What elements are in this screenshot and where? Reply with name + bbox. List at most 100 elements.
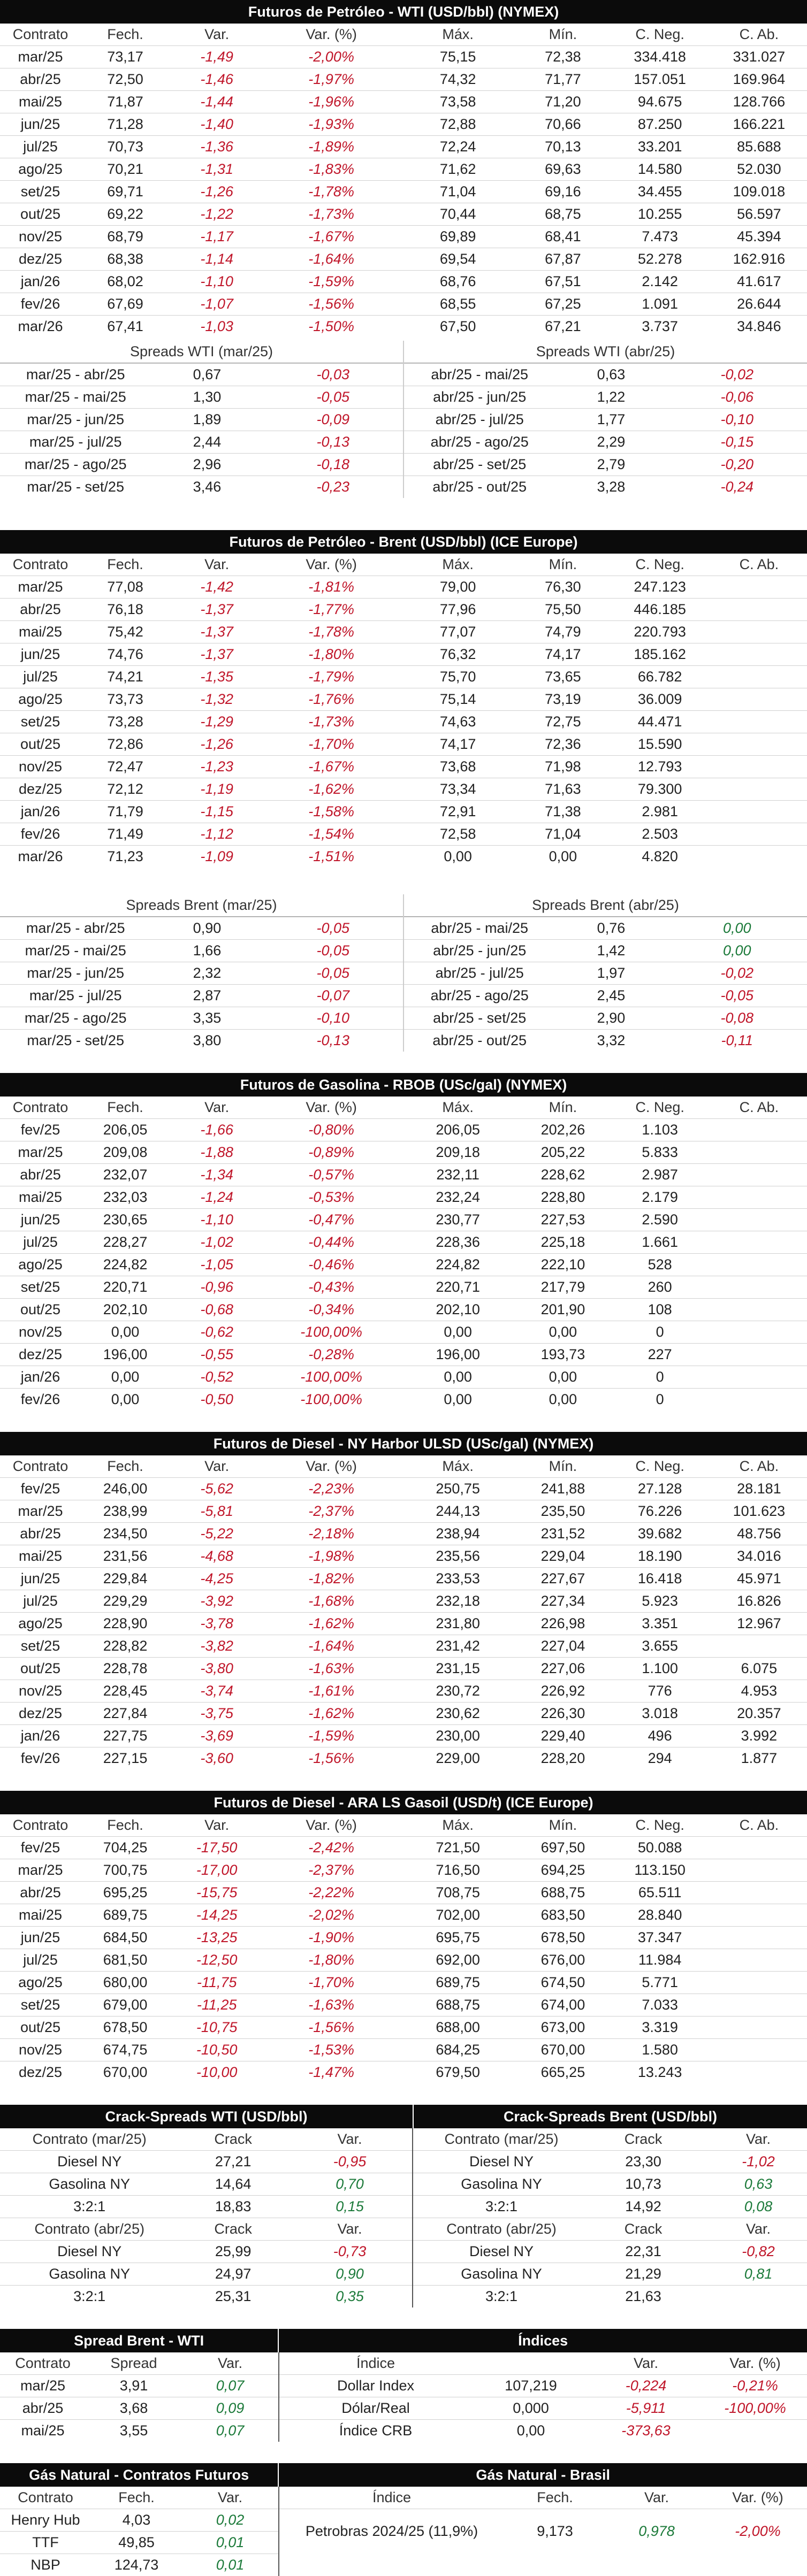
table-cell: 231,42 bbox=[399, 1635, 517, 1658]
table-cell: -0,03 bbox=[263, 364, 403, 386]
table-cell: -1,46 bbox=[170, 68, 264, 91]
table-cell: mar/25 bbox=[0, 1500, 81, 1523]
table-cell: abr/25 - mai/25 bbox=[404, 917, 555, 940]
table-cell: 0,76 bbox=[555, 917, 667, 940]
table-cell: 0,00 bbox=[81, 1366, 170, 1389]
table-cell: 206,05 bbox=[81, 1119, 170, 1141]
table-cell: -10,50 bbox=[170, 2039, 264, 2061]
table-cell: mar/25 - set/25 bbox=[0, 1030, 151, 1052]
table-cell: fev/26 bbox=[0, 1747, 81, 1770]
table-cell: -1,34 bbox=[170, 1164, 264, 1186]
table-cell: -0,02 bbox=[667, 364, 807, 386]
table-cell: 0,00 bbox=[81, 1321, 170, 1344]
table-cell: 7.473 bbox=[608, 226, 711, 248]
table-cell: 101.623 bbox=[711, 1500, 807, 1523]
table-cell: -1,36 bbox=[170, 136, 264, 158]
column-header: Contrato bbox=[0, 1097, 81, 1119]
table-cell: -1,90% bbox=[264, 1927, 399, 1949]
table-cell: 28.181 bbox=[711, 1478, 807, 1500]
table-cell: jun/25 bbox=[0, 1927, 81, 1949]
table-cell: mar/26 bbox=[0, 846, 81, 868]
column-header: Fech. bbox=[91, 2487, 182, 2509]
table-cell: mar/25 - abr/25 bbox=[0, 917, 151, 940]
table-cell: 232,03 bbox=[81, 1186, 170, 1209]
table-cell: -1,68% bbox=[264, 1590, 399, 1613]
table-cell: -3,75 bbox=[170, 1703, 264, 1725]
table-cell: 708,75 bbox=[399, 1882, 517, 1904]
table-cell: 67,69 bbox=[81, 293, 170, 316]
table-cell: 2,79 bbox=[555, 454, 667, 476]
table-cell: -11,25 bbox=[170, 1994, 264, 2017]
table-cell: 681,50 bbox=[81, 1949, 170, 1972]
table-cell: out/25 bbox=[0, 1299, 81, 1321]
table-cell: -0,07 bbox=[263, 985, 403, 1007]
spacer bbox=[0, 2442, 807, 2463]
table-cell bbox=[711, 1389, 807, 1411]
table-cell: -3,82 bbox=[170, 1635, 264, 1658]
table-cell: -0,05 bbox=[263, 386, 403, 409]
table-cell: 69,89 bbox=[399, 226, 517, 248]
table-cell: 76,30 bbox=[517, 576, 608, 599]
table-cell: -1,02 bbox=[697, 2151, 807, 2173]
table-cell: 11.984 bbox=[608, 1949, 711, 1972]
crack-left-title: Crack-Spreads WTI (USD/bbl) bbox=[0, 2105, 413, 2128]
table-cell: 228,36 bbox=[399, 1231, 517, 1254]
column-header: Var. (%) bbox=[264, 1814, 399, 1837]
table-cell: 1.877 bbox=[711, 1747, 807, 1770]
table-cell: -1,80% bbox=[264, 1949, 399, 1972]
table-cell: 232,11 bbox=[399, 1164, 517, 1186]
table-cell: 74,17 bbox=[517, 643, 608, 666]
column-header: Fech. bbox=[81, 554, 170, 576]
table-cell bbox=[711, 1949, 807, 1972]
table-cell: jun/25 bbox=[0, 643, 81, 666]
table-cell: -2,02% bbox=[264, 1904, 399, 1927]
table-cell: 34.455 bbox=[608, 181, 711, 203]
table-cell: -0,18 bbox=[263, 454, 403, 476]
column-header: Mín. bbox=[517, 24, 608, 46]
table-cell: -1,66 bbox=[170, 1119, 264, 1141]
table-cell: 202,26 bbox=[517, 1119, 608, 1141]
table-cell: -0,80% bbox=[264, 1119, 399, 1141]
table-cell: 665,25 bbox=[517, 2061, 608, 2084]
table-cell: abr/25 bbox=[0, 1164, 81, 1186]
table-cell: -1,07 bbox=[170, 293, 264, 316]
table-cell: 166.221 bbox=[711, 113, 807, 136]
table-cell: 5.923 bbox=[608, 1590, 711, 1613]
table-cell: -1,80% bbox=[264, 643, 399, 666]
table-cell: 684,25 bbox=[399, 2039, 517, 2061]
table-cell: -5,62 bbox=[170, 1478, 264, 1500]
table-cell: ago/25 bbox=[0, 1972, 81, 1994]
table-cell: 0,90 bbox=[151, 917, 263, 940]
table-cell: 75,42 bbox=[81, 621, 170, 643]
table-cell: -1,35 bbox=[170, 666, 264, 688]
table-cell: 674,00 bbox=[517, 1994, 608, 2017]
table-cell: ago/25 bbox=[0, 1254, 81, 1276]
table-cell: mar/25 bbox=[0, 1859, 81, 1882]
table-cell: 5.833 bbox=[608, 1141, 711, 1164]
table-cell: out/25 bbox=[0, 1658, 81, 1680]
table-cell: 3:2:1 bbox=[0, 2196, 179, 2218]
table-cell: 67,87 bbox=[517, 248, 608, 271]
table-cell: 94.675 bbox=[608, 91, 711, 113]
column-header: Contrato bbox=[0, 2352, 86, 2375]
